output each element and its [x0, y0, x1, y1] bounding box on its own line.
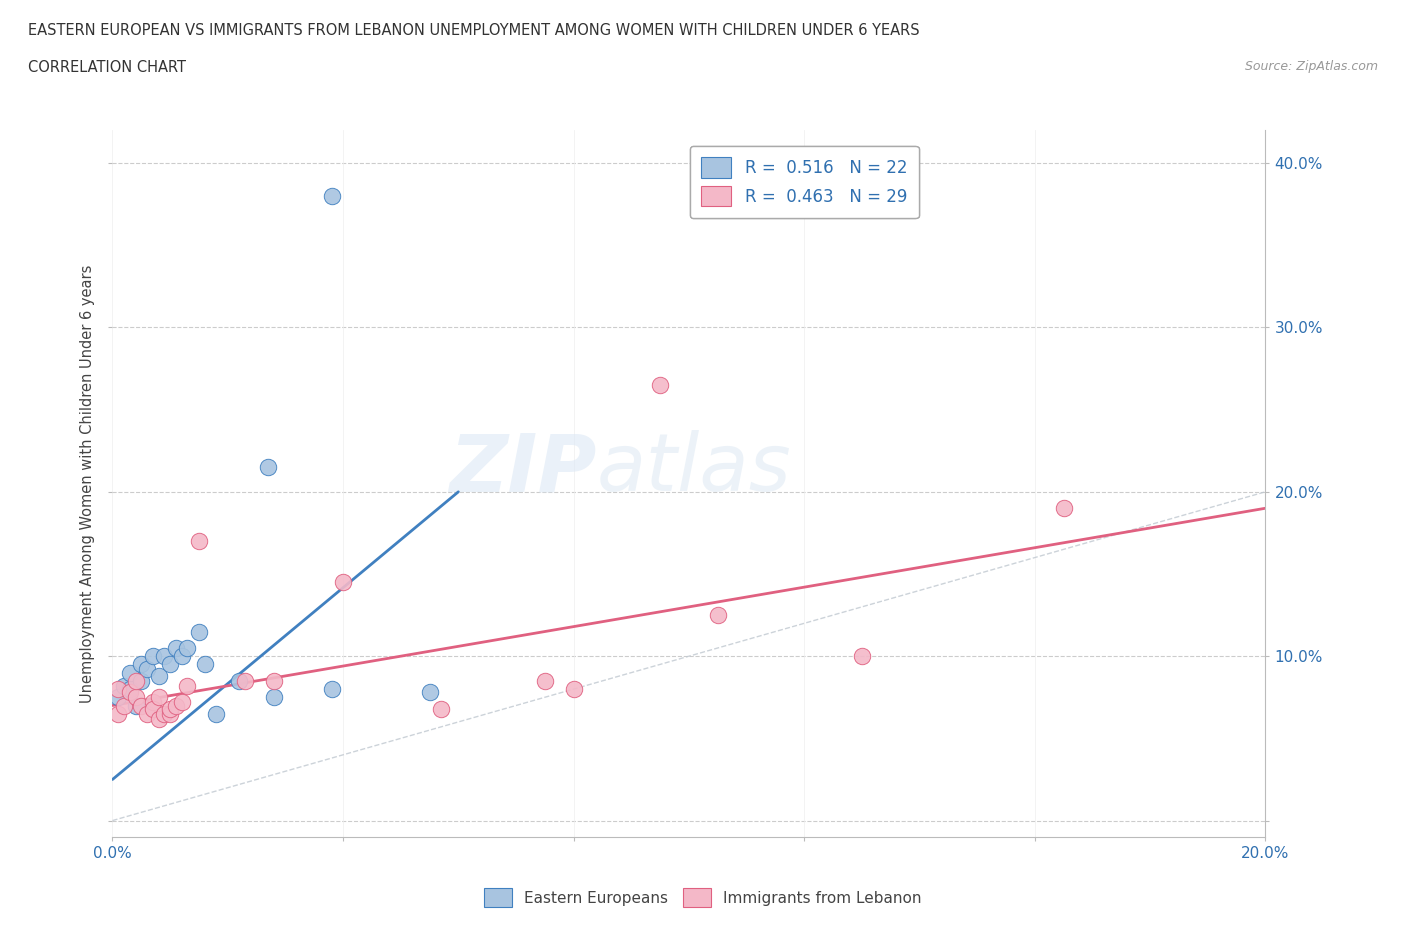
Point: [112, 698, 135, 713]
Point: [136, 662, 159, 677]
Text: ZIP: ZIP: [450, 431, 596, 509]
Point: [107, 682, 129, 697]
Point: [648, 378, 672, 392]
Point: [419, 684, 441, 699]
Point: [112, 678, 135, 693]
Point: [124, 698, 146, 713]
Point: [188, 624, 211, 639]
Legend: Eastern Europeans, Immigrants from Lebanon: Eastern Europeans, Immigrants from Leban…: [478, 883, 928, 913]
Point: [107, 690, 129, 705]
Point: [233, 673, 256, 688]
Point: [142, 701, 165, 716]
Point: [148, 711, 170, 726]
Point: [321, 682, 343, 697]
Point: [533, 673, 555, 688]
Point: [153, 706, 176, 721]
Point: [153, 649, 176, 664]
Point: [263, 690, 285, 705]
Point: [263, 673, 285, 688]
Point: [159, 701, 181, 716]
Point: [136, 706, 159, 721]
Point: [129, 673, 153, 688]
Point: [562, 682, 585, 697]
Point: [188, 534, 211, 549]
Point: [129, 698, 153, 713]
Point: [228, 673, 250, 688]
Point: [165, 698, 187, 713]
Point: [430, 701, 453, 716]
Point: [124, 690, 146, 705]
Point: [165, 641, 187, 656]
Point: [142, 695, 165, 710]
Text: Source: ZipAtlas.com: Source: ZipAtlas.com: [1244, 60, 1378, 73]
Point: [124, 673, 146, 688]
Point: [107, 706, 129, 721]
Point: [1052, 501, 1074, 516]
Point: [321, 189, 343, 204]
Point: [176, 678, 198, 693]
Point: [851, 649, 873, 664]
Point: [148, 690, 170, 705]
Point: [159, 657, 181, 671]
Point: [142, 649, 165, 664]
Point: [257, 459, 280, 474]
Point: [118, 682, 141, 697]
Y-axis label: Unemployment Among Women with Children Under 6 years: Unemployment Among Women with Children U…: [80, 264, 96, 703]
Text: EASTERN EUROPEAN VS IMMIGRANTS FROM LEBANON UNEMPLOYMENT AMONG WOMEN WITH CHILDR: EASTERN EUROPEAN VS IMMIGRANTS FROM LEBA…: [28, 23, 920, 38]
Point: [170, 649, 193, 664]
Point: [176, 641, 198, 656]
Point: [706, 607, 728, 622]
Point: [332, 575, 354, 590]
Point: [129, 657, 153, 671]
Point: [159, 706, 181, 721]
Point: [118, 684, 141, 699]
Legend: R =  0.516   N = 22, R =  0.463   N = 29: R = 0.516 N = 22, R = 0.463 N = 29: [690, 146, 918, 218]
Point: [148, 669, 170, 684]
Text: atlas: atlas: [596, 431, 792, 509]
Point: [194, 657, 217, 671]
Point: [205, 706, 228, 721]
Point: [118, 665, 141, 680]
Text: CORRELATION CHART: CORRELATION CHART: [28, 60, 186, 75]
Point: [170, 695, 193, 710]
